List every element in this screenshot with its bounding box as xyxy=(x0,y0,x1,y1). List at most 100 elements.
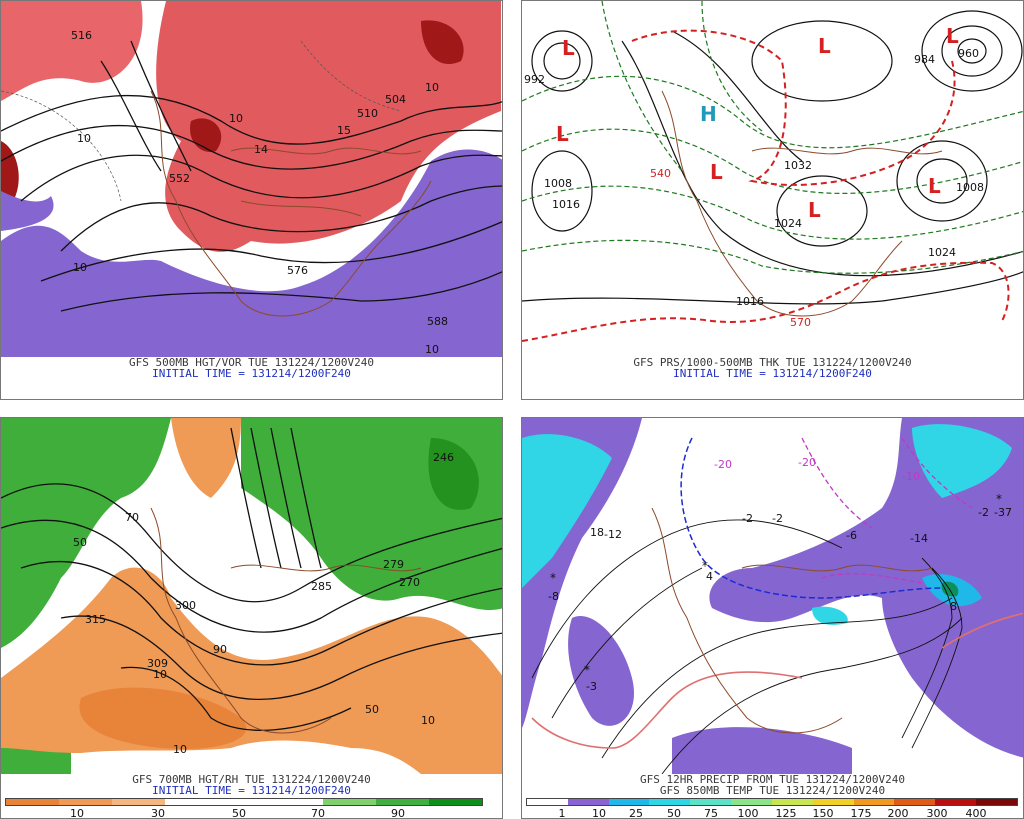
vort-positive-area xyxy=(1,1,143,101)
contour-label: 285 xyxy=(311,580,332,593)
contour-label: 70 xyxy=(125,511,139,524)
contour-label: -2 xyxy=(742,512,753,525)
map-700mb: 315 309 300 285 279 270 246 90 50 50 10 … xyxy=(1,418,502,774)
colorbar-swatch xyxy=(608,799,650,805)
contour-label: 50 xyxy=(365,703,379,716)
precip-heavy xyxy=(522,434,612,588)
colorbar-tick: 75 xyxy=(704,807,718,819)
low-pressure-marker: L xyxy=(562,36,575,60)
contour-label: 552 xyxy=(169,172,190,185)
low-pressure-marker: L xyxy=(808,198,821,222)
colorbar-swatch xyxy=(690,799,732,805)
contour-label: 960 xyxy=(958,47,979,60)
contour-label: 1024 xyxy=(774,217,802,230)
contour-label: 246 xyxy=(433,451,454,464)
contour-label: 10 xyxy=(425,343,439,356)
contour-label: 18 xyxy=(590,526,604,539)
contour-label: 50 xyxy=(73,536,87,549)
precip-colorbar xyxy=(526,798,1018,806)
rh-colorbar xyxy=(5,798,483,806)
map-prs-thk: L L L L L L L H 992 1008 1016 1032 1024 … xyxy=(522,1,1023,357)
contour-label: 270 xyxy=(399,576,420,589)
contour-label: 14 xyxy=(254,143,268,156)
contour-label: 540 xyxy=(650,167,671,180)
colorbar-swatch xyxy=(812,799,854,805)
vort-max xyxy=(421,20,464,65)
contour-label: -2 xyxy=(772,512,783,525)
panel-precip-850mb-temp: * * * * -20 -20 -10 -14 -12 -8 -6 -3 -2 … xyxy=(521,417,1024,819)
contour-label: -2 xyxy=(978,506,989,519)
low-pressure-marker: L xyxy=(818,34,831,58)
rh-dry-area xyxy=(171,418,241,498)
colorbar-tick: 125 xyxy=(775,807,797,819)
rh-colorbar-ticks: 10 30 50 70 90 xyxy=(1,807,502,819)
colorbar-swatch xyxy=(853,799,895,805)
contour-label: 309 xyxy=(147,657,168,670)
colorbar-tick: 200 xyxy=(887,807,909,819)
vort-negative-area xyxy=(1,191,54,231)
precip-area xyxy=(568,616,634,726)
map-precip: * * * * -20 -20 -10 -14 -12 -8 -6 -3 -2 … xyxy=(522,418,1023,774)
precip-max-marker: * xyxy=(550,571,556,585)
colorbar-swatch xyxy=(649,799,691,805)
contour-label: -14 xyxy=(910,532,928,545)
rh-moist-area xyxy=(428,438,479,510)
precip-heavy xyxy=(941,581,959,597)
colorbar-tick: 25 xyxy=(629,807,643,819)
contour-label: 1032 xyxy=(784,159,812,172)
contour-label: 504 xyxy=(385,93,406,106)
panel-prs-thickness: L L L L L L L H 992 1008 1016 1032 1024 … xyxy=(521,0,1024,400)
contour-label: 1016 xyxy=(552,198,580,211)
contour-label: 279 xyxy=(383,558,404,571)
contour-label: -3 xyxy=(586,680,597,693)
precip-max-marker: * xyxy=(584,663,590,677)
high-pressure-marker: H xyxy=(700,102,717,126)
colorbar-swatch xyxy=(376,799,430,805)
colorbar-swatch xyxy=(976,799,1017,805)
contour-label: 10 xyxy=(153,668,167,681)
initial-time: INITIAL TIME = 131214/1200F240 xyxy=(152,367,351,380)
contour-label: 10 xyxy=(229,112,243,125)
colorbar-tick: 30 xyxy=(151,807,165,819)
map-500mb: 516 552 576 588 504 510 10 15 14 10 10 1… xyxy=(1,1,502,357)
colorbar-swatch xyxy=(527,799,568,805)
precip-colorbar-ticks: 1 10 25 50 75 100 125 150 175 200 300 40… xyxy=(522,807,1023,819)
panel-title: GFS 500MB HGT/VOR TUE 131224/1200V240 xyxy=(128,356,375,369)
low-pressure-marker: L xyxy=(928,174,941,198)
panel-700mb-hgt-rh: 315 309 300 285 279 270 246 90 50 50 10 … xyxy=(0,417,503,819)
panel-subtitle: GFS 850MB TEMP TUE 131224/1200V240 xyxy=(659,784,886,797)
colorbar-tick: 1 xyxy=(558,807,566,819)
rh-moist-area xyxy=(1,418,171,648)
panel-title: GFS PRS/1000-500MB THK TUE 131224/1200V2… xyxy=(633,356,912,369)
contour-label: 510 xyxy=(357,107,378,120)
contour-label: 1024 xyxy=(928,246,956,259)
contour-label: 576 xyxy=(287,264,308,277)
contour-label: 516 xyxy=(71,29,92,42)
contour-label: -37 xyxy=(994,506,1012,519)
panel-title: GFS 12HR PRECIP FROM TUE 131224/1200V240 xyxy=(640,773,905,786)
initial-time: INITIAL TIME = 131214/1200F240 xyxy=(152,784,351,797)
colorbar-swatch xyxy=(270,799,324,805)
contour-label: -20 xyxy=(714,458,732,471)
panel-500mb-hgt-vor: 516 552 576 588 504 510 10 15 14 10 10 1… xyxy=(0,0,503,400)
contour-label: 10 xyxy=(425,81,439,94)
contour-label: 90 xyxy=(213,643,227,656)
colorbar-tick: 50 xyxy=(232,807,246,819)
contour-label: 10 xyxy=(77,132,91,145)
colorbar-swatch xyxy=(894,799,936,805)
contour-label: -6 xyxy=(846,529,857,542)
colorbar-tick: 70 xyxy=(311,807,325,819)
contour-label: -20 xyxy=(798,456,816,469)
contour-label: 1016 xyxy=(736,295,764,308)
contour-label: 315 xyxy=(85,613,106,626)
colorbar-tick: 400 xyxy=(965,807,987,819)
contour-label: -10 xyxy=(902,470,920,483)
precip-area xyxy=(812,606,848,625)
contour-label: 570 xyxy=(790,316,811,329)
contour-label: 984 xyxy=(914,53,935,66)
colorbar-swatch xyxy=(429,799,483,805)
colorbar-tick: 150 xyxy=(812,807,834,819)
colorbar-tick: 175 xyxy=(850,807,872,819)
colorbar-tick: 50 xyxy=(667,807,681,819)
colorbar-tick: 10 xyxy=(592,807,606,819)
